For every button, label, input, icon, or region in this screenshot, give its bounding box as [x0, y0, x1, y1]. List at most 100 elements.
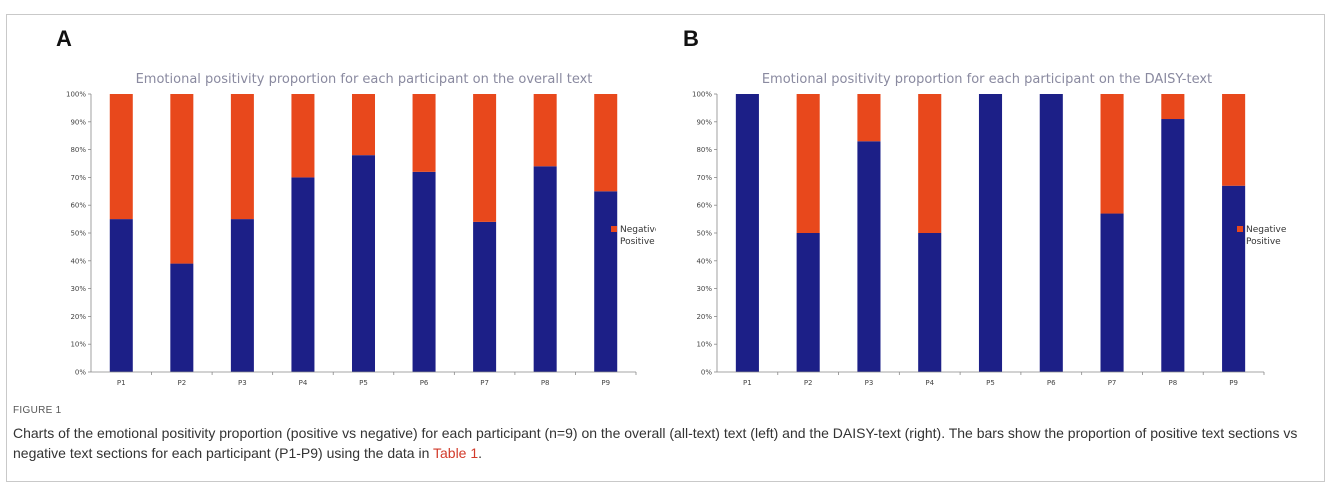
y-tick-label: 10%	[70, 341, 86, 349]
bar-positive	[1039, 94, 1063, 372]
bar-positive	[857, 141, 881, 372]
bar-positive	[1161, 119, 1185, 373]
x-tick-label: P7	[480, 379, 489, 387]
bar-negative	[291, 94, 315, 178]
bar-positive	[291, 177, 315, 372]
bar-negative	[1222, 94, 1246, 186]
x-tick-label: P3	[238, 379, 247, 387]
bar-positive	[170, 263, 194, 372]
bar-positive	[109, 219, 133, 372]
x-axis: P1 P2 P3 P4 P5 P6 P7 P8 P9	[717, 371, 1265, 387]
y-axis: 0% 10% 20% 30% 40% 50% 60% 70% 80% 90% 100%	[692, 91, 718, 377]
figure-caption: Charts of the emotional positivity propo…	[13, 423, 1313, 463]
legend: Negative Positive	[1237, 225, 1287, 247]
x-tick-label: P8	[1168, 379, 1177, 387]
table-link[interactable]: Table 1	[433, 445, 479, 461]
chart-title: Emotional positivity proportion for each…	[136, 72, 593, 87]
panel-letter: B	[683, 26, 699, 51]
bar-negative	[594, 94, 618, 192]
bar-positive	[1100, 213, 1124, 372]
bar-positive	[1222, 185, 1246, 372]
y-tick-label: 50%	[70, 230, 86, 238]
bar-positive	[351, 155, 376, 372]
y-tick-label: 80%	[696, 146, 712, 154]
figure-frame	[6, 14, 1325, 482]
legend-swatch-positive	[1237, 238, 1243, 244]
bar-positive	[918, 233, 942, 372]
y-tick-label: 100%	[692, 91, 712, 99]
y-tick-label: 90%	[70, 118, 86, 126]
legend-label-negative: Negative	[1246, 225, 1287, 235]
x-tick-label: P4	[299, 379, 308, 387]
x-tick-label: P2	[804, 379, 813, 387]
bar-positive	[230, 219, 254, 372]
bar-negative	[1100, 94, 1124, 214]
x-tick-label: P9	[1229, 379, 1238, 387]
bar-positive	[473, 221, 497, 372]
legend-label-positive: Positive	[1246, 237, 1281, 247]
y-tick-label: 20%	[696, 313, 712, 321]
bar-negative	[857, 94, 881, 142]
x-axis: P1 P2 P3 P4 P5 P6 P7 P8 P9	[91, 371, 637, 387]
y-tick-label: 50%	[696, 230, 712, 238]
bar-negative	[230, 94, 254, 220]
legend-swatch-positive	[611, 238, 617, 244]
y-tick-label: 10%	[696, 341, 712, 349]
y-axis: 0% 10% 20% 30% 40% 50% 60% 70% 80% 90% 100%	[66, 91, 92, 377]
y-tick-label: 90%	[696, 118, 712, 126]
bars	[109, 94, 618, 372]
bar-negative	[170, 94, 194, 264]
y-tick-label: 40%	[696, 257, 712, 265]
legend: Negative Positive	[611, 225, 656, 247]
y-tick-label: 30%	[70, 285, 86, 293]
y-tick-label: 30%	[696, 285, 712, 293]
y-tick-label: 100%	[66, 91, 86, 99]
bar-positive	[533, 166, 557, 372]
y-tick-label: 40%	[70, 257, 86, 265]
bar-positive	[978, 94, 1003, 372]
y-tick-label: 60%	[70, 202, 86, 210]
x-tick-label: P5	[359, 379, 368, 387]
panel-letter: A	[56, 26, 72, 51]
y-tick-label: 80%	[70, 146, 86, 154]
y-tick-label: 70%	[70, 174, 86, 182]
x-tick-label: P3	[865, 379, 874, 387]
legend-swatch-negative	[611, 226, 617, 232]
x-tick-label: P9	[601, 379, 610, 387]
figure-label: FIGURE 1	[13, 405, 62, 416]
chart-title: Emotional positivity proportion for each…	[762, 72, 1212, 87]
x-tick-label: P4	[925, 379, 934, 387]
caption-end: .	[478, 445, 483, 461]
y-tick-label: 20%	[70, 313, 86, 321]
x-tick-label: P1	[117, 379, 126, 387]
y-tick-label: 70%	[696, 174, 712, 182]
legend-label-negative: Negative	[620, 225, 656, 235]
x-tick-label: P8	[541, 379, 550, 387]
x-tick-label: P5	[986, 379, 995, 387]
bar-negative	[533, 94, 557, 167]
bar-negative	[796, 94, 820, 233]
x-tick-label: P6	[1047, 379, 1056, 387]
chart-panel-a: A Emotional positivity proportion for ea…	[56, 26, 656, 387]
bar-negative	[412, 94, 436, 172]
x-tick-label: P7	[1108, 379, 1117, 387]
bar-negative	[109, 94, 133, 220]
bar-positive	[796, 233, 820, 372]
bar-positive	[594, 191, 618, 372]
y-tick-label: 0%	[75, 369, 86, 377]
caption-text: Charts of the emotional positivity propo…	[13, 425, 1298, 461]
legend-label-positive: Positive	[620, 237, 655, 247]
bar-negative	[473, 94, 497, 222]
chart-panel-b: B Emotional positivity proportion for ea…	[683, 26, 1287, 387]
x-tick-label: P6	[420, 379, 429, 387]
bar-negative	[1161, 94, 1185, 120]
bar-positive	[412, 171, 436, 372]
x-tick-label: P1	[743, 379, 752, 387]
bar-positive	[735, 94, 759, 372]
bar-negative	[351, 94, 376, 156]
bar-negative	[918, 94, 942, 233]
bars	[735, 94, 1246, 373]
x-tick-label: P2	[177, 379, 186, 387]
y-tick-label: 0%	[701, 369, 712, 377]
legend-swatch-negative	[1237, 226, 1243, 232]
